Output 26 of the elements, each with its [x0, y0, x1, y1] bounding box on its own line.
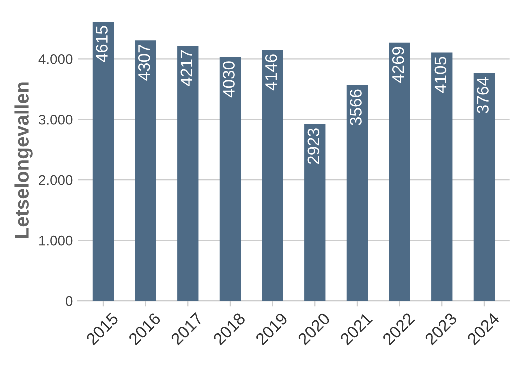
bar — [220, 57, 242, 302]
data-label: 3566 — [350, 90, 362, 126]
data-label: 4269 — [392, 47, 404, 84]
y-tick-label: 0 — [66, 296, 73, 306]
y-tick-label: 3.000 — [38, 114, 73, 125]
y-tick-label: 1.000 — [40, 236, 73, 246]
y-tick-label: 2.000 — [39, 175, 73, 186]
data-label: 4307 — [138, 45, 150, 81]
bar — [346, 85, 368, 302]
bar — [135, 40, 156, 302]
data-label: 4615 — [96, 26, 108, 62]
bar — [389, 42, 410, 302]
data-label: 2923 — [308, 128, 320, 164]
bar — [92, 22, 114, 302]
bar — [304, 124, 326, 302]
bar — [262, 50, 284, 302]
data-label: 4146 — [265, 54, 278, 91]
data-label: 4105 — [434, 57, 447, 94]
bar — [474, 73, 496, 302]
bar — [178, 46, 199, 302]
y-tick-label: 4.000 — [38, 54, 73, 64]
data-label: 4030 — [223, 62, 235, 98]
data-label: 3764 — [477, 78, 489, 114]
data-label: 4217 — [180, 50, 192, 86]
bar — [432, 52, 453, 302]
y-axis-title: Letselongevallen — [14, 82, 33, 238]
